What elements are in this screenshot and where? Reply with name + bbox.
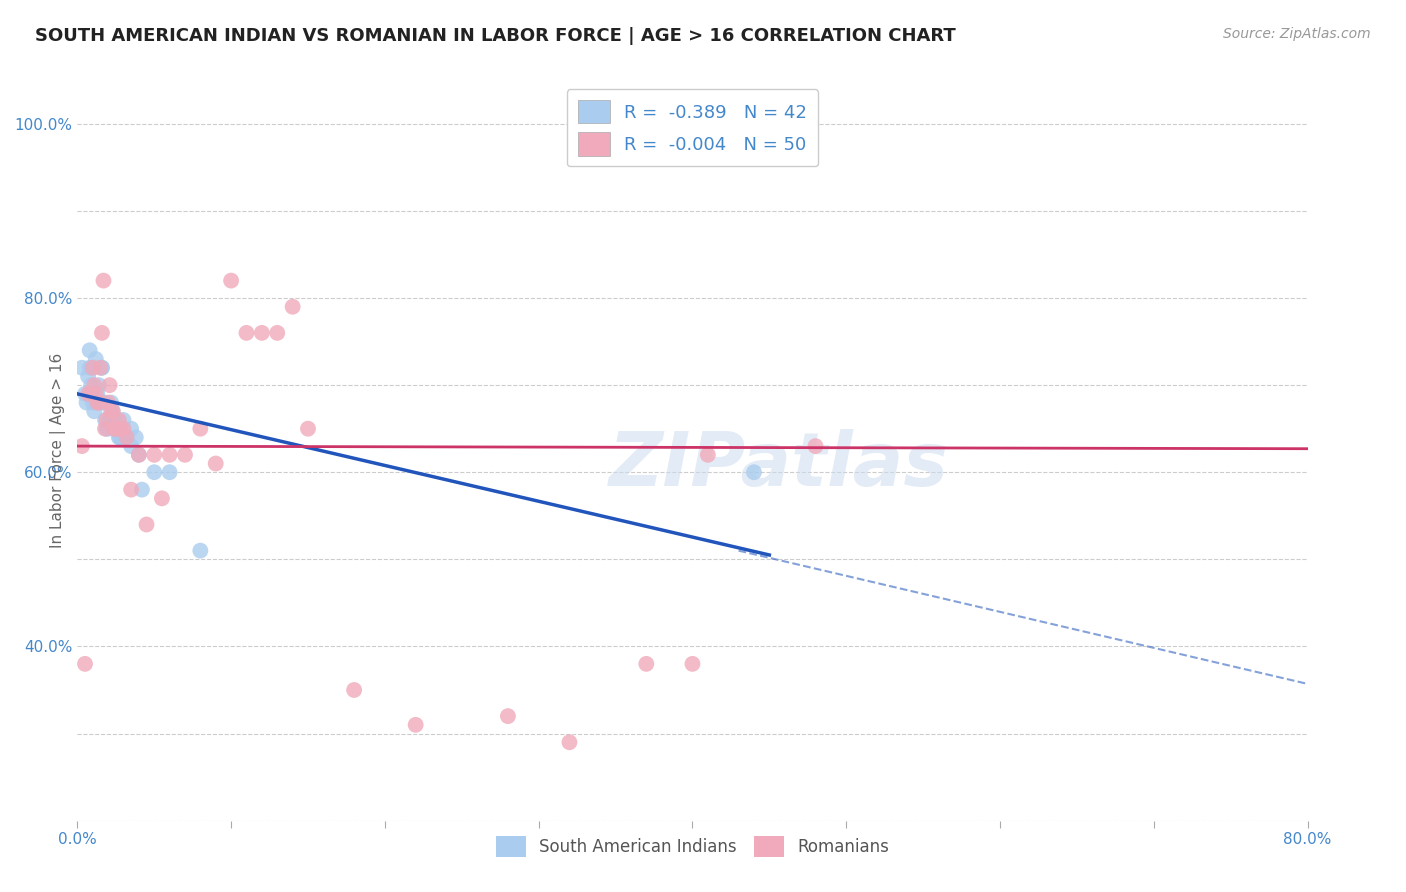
- Point: [150, 491, 173, 506]
- Point: [83, 404, 105, 418]
- Point: [70, 360, 93, 375]
- Point: [108, 413, 131, 427]
- Text: SOUTH AMERICAN INDIAN VS ROMANIAN IN LABOR FORCE | AGE > 16 CORRELATION CHART: SOUTH AMERICAN INDIAN VS ROMANIAN IN LAB…: [35, 27, 956, 45]
- Point: [103, 413, 125, 427]
- Point: [100, 413, 122, 427]
- Point: [250, 326, 273, 340]
- Point: [86, 387, 108, 401]
- Point: [82, 360, 104, 375]
- Point: [87, 395, 110, 409]
- Point: [90, 360, 114, 375]
- Point: [128, 448, 150, 462]
- Point: [84, 387, 107, 401]
- Point: [128, 448, 150, 462]
- Point: [82, 360, 104, 375]
- Point: [159, 448, 181, 462]
- Point: [135, 517, 157, 532]
- Point: [93, 274, 115, 288]
- Point: [188, 422, 212, 436]
- Point: [80, 378, 103, 392]
- Text: ZIPatlas: ZIPatlas: [609, 429, 949, 502]
- Point: [174, 448, 197, 462]
- Point: [758, 117, 780, 131]
- Point: [742, 465, 765, 479]
- Point: [93, 395, 115, 409]
- Point: [125, 430, 148, 444]
- Point: [101, 404, 124, 418]
- Point: [98, 413, 121, 427]
- Point: [103, 422, 125, 436]
- Point: [97, 395, 120, 409]
- Point: [235, 326, 257, 340]
- Point: [110, 430, 132, 444]
- Point: [101, 404, 124, 418]
- Point: [266, 326, 288, 340]
- Point: [115, 430, 138, 444]
- Point: [94, 413, 117, 427]
- Point: [120, 439, 142, 453]
- Point: [90, 326, 114, 340]
- Point: [297, 422, 319, 436]
- Point: [80, 387, 103, 401]
- Point: [100, 404, 122, 418]
- Point: [87, 378, 110, 392]
- Point: [110, 430, 132, 444]
- Point: [89, 360, 111, 375]
- Point: [711, 152, 734, 166]
- Point: [84, 351, 107, 366]
- Point: [90, 360, 114, 375]
- Point: [97, 422, 120, 436]
- Point: [79, 360, 101, 375]
- Point: [159, 465, 181, 479]
- Point: [131, 483, 153, 497]
- Point: [112, 422, 135, 436]
- Point: [115, 430, 138, 444]
- Point: [188, 543, 212, 558]
- Text: Source: ZipAtlas.com: Source: ZipAtlas.com: [1223, 27, 1371, 41]
- Point: [636, 657, 658, 671]
- Y-axis label: In Labor Force | Age > 16: In Labor Force | Age > 16: [51, 353, 66, 548]
- Point: [82, 395, 104, 409]
- Point: [219, 274, 242, 288]
- Point: [112, 413, 135, 427]
- Point: [76, 395, 98, 409]
- Point: [143, 448, 166, 462]
- Point: [73, 387, 96, 401]
- Point: [70, 439, 93, 453]
- Point: [405, 718, 427, 732]
- Point: [558, 735, 581, 749]
- Point: [84, 395, 107, 409]
- Point: [343, 683, 366, 698]
- Point: [110, 422, 132, 436]
- Point: [96, 413, 118, 427]
- Point: [696, 448, 718, 462]
- Point: [98, 378, 121, 392]
- Point: [496, 709, 519, 723]
- Point: [804, 439, 827, 453]
- Point: [94, 422, 117, 436]
- Point: [108, 430, 131, 444]
- Point: [105, 422, 128, 436]
- Point: [204, 457, 226, 471]
- Point: [143, 465, 166, 479]
- Point: [120, 422, 142, 436]
- Point: [104, 422, 127, 436]
- Point: [104, 422, 127, 436]
- Point: [79, 343, 101, 358]
- Point: [281, 300, 304, 314]
- Legend: South American Indians, Romanians: South American Indians, Romanians: [489, 830, 896, 864]
- Point: [100, 395, 122, 409]
- Point: [682, 657, 704, 671]
- Point: [96, 422, 118, 436]
- Point: [105, 422, 128, 436]
- Point: [89, 395, 111, 409]
- Point: [77, 369, 100, 384]
- Point: [86, 395, 108, 409]
- Point: [73, 657, 96, 671]
- Point: [120, 483, 142, 497]
- Point: [77, 387, 100, 401]
- Point: [83, 378, 105, 392]
